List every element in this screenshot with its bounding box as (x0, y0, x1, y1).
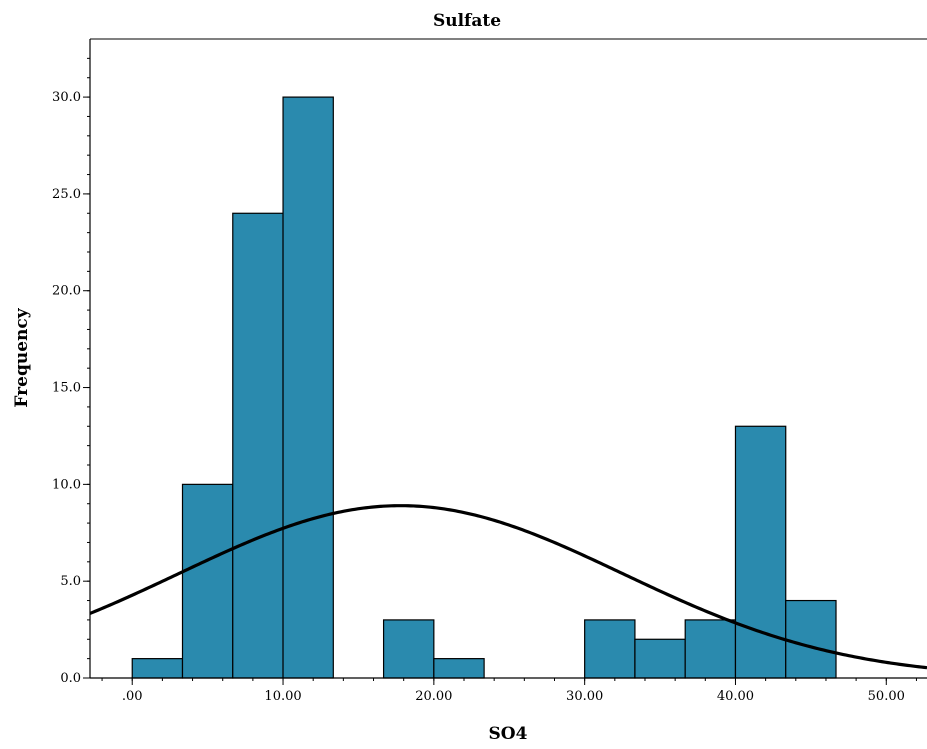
y-tick-label: 0.0 (60, 671, 81, 686)
histogram-bar-1 (181, 483, 234, 679)
y-tick-label: 20.0 (52, 284, 81, 299)
y-tick-label: 15.0 (52, 381, 81, 396)
histogram-bar-13 (785, 599, 837, 679)
y-tick-label: 5.0 (60, 574, 81, 589)
histogram-bar-0 (131, 658, 184, 679)
histogram-bar-2 (232, 212, 284, 679)
y-tick-label: 25.0 (52, 187, 81, 202)
x-tick-label: 20.00 (415, 689, 452, 704)
x-tick-label: 30.00 (566, 689, 603, 704)
histogram-bar-12 (734, 425, 787, 679)
x-tick-label: 10.00 (264, 689, 301, 704)
histogram-bar-9 (584, 619, 636, 679)
histogram-bar-10 (634, 638, 686, 679)
x-tick-label: .00 (122, 689, 143, 704)
x-tick-label: 50.00 (868, 689, 905, 704)
y-tick-label: 30.0 (52, 90, 81, 105)
curve-group (89, 504, 927, 670)
normal-curve-line (89, 504, 927, 670)
chart-title: Sulfate (433, 11, 501, 31)
histogram-bar-5 (382, 619, 435, 679)
x-tick-label: 40.00 (717, 689, 754, 704)
x-axis-label: SO4 (489, 724, 528, 744)
y-tick-label: 10.0 (52, 477, 81, 492)
histogram-bar-6 (433, 658, 485, 679)
axes-group: 0.0 5.0 10.0 15.0 20.0 25.0 30.0 .00 10.00 20.00 3… (52, 38, 927, 704)
y-axis-label: Frequency (12, 307, 32, 407)
histogram-bar-11 (684, 619, 737, 679)
bars-group (131, 96, 837, 679)
histogram-bar-3 (282, 96, 334, 679)
